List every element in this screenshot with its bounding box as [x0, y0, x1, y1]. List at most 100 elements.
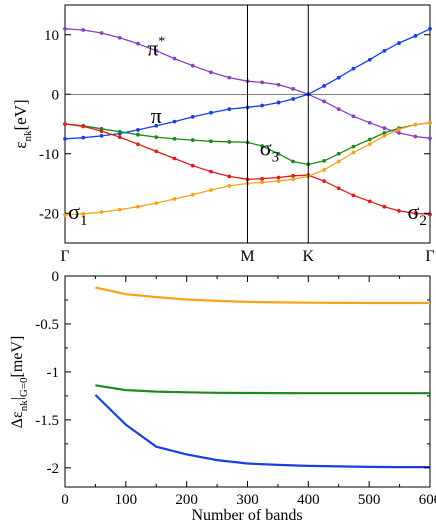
band-point	[209, 70, 213, 75]
band-annotation: σ1	[68, 199, 87, 229]
band-point	[291, 173, 296, 178]
band-point	[351, 144, 356, 149]
band-point	[99, 129, 104, 134]
band-annotation: σ2	[408, 199, 427, 229]
band-point	[190, 163, 195, 168]
x-tick-label: 200	[175, 492, 198, 508]
band-point	[154, 201, 159, 206]
band-point	[154, 123, 159, 128]
band-point	[413, 34, 418, 38]
kpoint-label: K	[302, 248, 314, 265]
band-point	[428, 136, 432, 141]
band-point	[322, 179, 327, 184]
band-point	[276, 175, 281, 180]
band-point	[336, 151, 341, 156]
band-annotation: σ3	[260, 136, 279, 166]
band-point	[413, 122, 418, 127]
y-tick-label: 0	[52, 269, 60, 285]
y-tick-label: -1	[47, 365, 60, 381]
band-point	[428, 26, 432, 31]
band-point	[136, 132, 140, 137]
band-point	[209, 139, 213, 144]
bottom-y-axis-label: Δεnk|G=0[meV]	[9, 336, 30, 429]
y-tick-label: -2	[47, 461, 60, 477]
y-tick-label: 10	[44, 28, 59, 44]
band-point	[209, 188, 213, 192]
bottom-axes-group: 0 100 200 300 400 500 600 0 -0.5 -1 -1.5 -2	[35, 269, 436, 508]
band-point	[367, 120, 372, 125]
band-point	[276, 82, 281, 87]
band-point	[260, 180, 264, 185]
band-point	[81, 211, 86, 216]
band-point	[351, 114, 356, 119]
band-point	[367, 57, 372, 62]
convergence-panel: 0 100 200 300 400 500 600 0 -0.5 -1 -1.5 -2 Number …	[9, 269, 436, 524]
band-point	[260, 80, 264, 85]
convergence-line	[95, 384, 430, 395]
x-tick-label: 600	[419, 492, 436, 508]
band-point	[336, 107, 341, 112]
band-point	[63, 122, 67, 126]
band-point	[81, 124, 86, 129]
band-point	[336, 159, 341, 164]
band-point	[227, 174, 232, 179]
band-point	[172, 156, 177, 161]
x-tick-label: 400	[297, 492, 320, 508]
band-point	[351, 193, 356, 198]
band-point	[63, 26, 67, 31]
band-point	[63, 213, 67, 217]
x-tick-label: 500	[358, 492, 381, 508]
x-tick-label: 100	[115, 492, 138, 508]
band-point	[99, 210, 104, 214]
band-point	[382, 48, 387, 53]
band-point	[367, 137, 372, 142]
band-point	[227, 183, 232, 188]
band-point	[260, 176, 264, 181]
x-tick-label: 0	[61, 492, 69, 508]
band-point	[63, 136, 67, 141]
bottom-x-axis-label: Number of bands	[191, 507, 302, 524]
band-point	[81, 135, 86, 140]
band-point	[136, 128, 140, 132]
band-annotation: π*	[147, 35, 165, 61]
band-point	[172, 136, 177, 141]
band-point	[322, 158, 327, 163]
top-annotations-group: π* π σ3 σ1 σ2	[68, 35, 427, 230]
band-point	[382, 204, 387, 209]
band-point	[190, 138, 195, 142]
band-point	[322, 84, 327, 88]
bottom-plot-frame	[64, 275, 431, 488]
band-point	[291, 97, 296, 101]
band-point	[382, 131, 387, 135]
y-tick-label: -20	[39, 206, 59, 222]
top-series-group	[63, 26, 432, 217]
kpoint-label: M	[240, 248, 254, 265]
band-point	[397, 208, 401, 213]
band-point	[382, 126, 387, 131]
band-point	[351, 66, 356, 71]
band-point	[260, 144, 264, 148]
convergence-line	[95, 286, 430, 305]
band-point	[367, 199, 372, 204]
kpoint-label: Γ	[60, 248, 69, 265]
band-point	[227, 75, 232, 80]
x-tick-label: 300	[236, 492, 259, 508]
band-point	[209, 169, 213, 174]
band-point	[227, 107, 232, 112]
top-y-axis-label: εnk[eV]	[11, 99, 34, 148]
band-point	[117, 135, 122, 139]
band-point	[117, 207, 122, 212]
band-point	[227, 139, 232, 144]
kpoint-label: Γ	[425, 248, 434, 265]
band-point	[291, 177, 296, 182]
band-point	[276, 151, 281, 156]
band-point	[190, 192, 195, 197]
band-point	[322, 167, 327, 172]
top-axes-group: Γ M K Γ 10 0 -10 -20	[39, 5, 435, 265]
band-point	[154, 48, 159, 53]
band-point	[136, 142, 140, 147]
band-point	[291, 86, 296, 91]
band-point	[172, 119, 177, 124]
band-point	[117, 129, 122, 134]
